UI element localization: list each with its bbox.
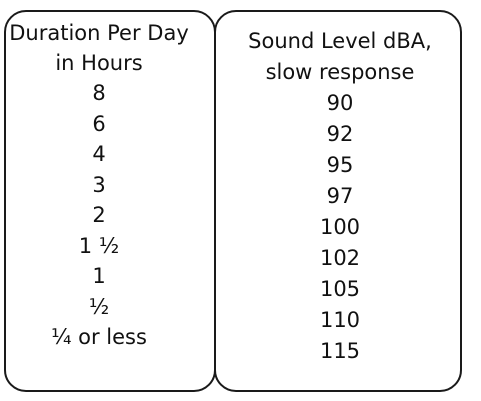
sound-level-cell: 110 (319, 308, 361, 332)
sound-level-column-panel (214, 10, 462, 392)
sound-level-values: 90 92 95 97 100 102 105 110 115 (222, 88, 458, 367)
sound-level-cell: 97 (326, 184, 354, 208)
duration-cell: ½ (88, 294, 110, 319)
duration-cell: 2 (92, 203, 106, 227)
duration-cell: 1 ½ (78, 233, 120, 258)
duration-cell: 3 (92, 172, 106, 197)
duration-cell: 4 (92, 142, 106, 166)
sound-level-column: Sound Level dBA, slow response 90 92 95 97 1… (222, 26, 458, 367)
sound-level-cell: 92 (326, 122, 354, 146)
duration-header-line2: in Hours (55, 51, 143, 75)
sound-level-cell: 95 (326, 153, 354, 177)
sound-level-cell: 102 (319, 246, 361, 270)
sound-level-cell: 90 (326, 91, 354, 115)
duration-cell: 1 (92, 264, 106, 288)
duration-values: 8 6 4 3 2 1 ½ 1 ½ ¼ or less (4, 78, 194, 353)
duration-cell: 8 (92, 81, 106, 105)
sound-level-header-line2: slow response (265, 60, 415, 84)
duration-cell: ¼ or less (51, 325, 147, 349)
duration-header-line1: Duration Per Day (9, 21, 189, 45)
sound-level-header-line1: Sound Level dBA, (248, 29, 432, 53)
sound-level-cell: 115 (319, 339, 361, 363)
duration-column-panel (4, 10, 216, 392)
duration-cell: 6 (92, 111, 106, 136)
duration-column: Duration Per Day in Hours 8 6 4 3 2 1 ½ 1 ½ ¼ or… (4, 18, 194, 353)
sound-level-cell: 100 (319, 215, 361, 239)
sound-level-cell: 105 (319, 277, 361, 301)
